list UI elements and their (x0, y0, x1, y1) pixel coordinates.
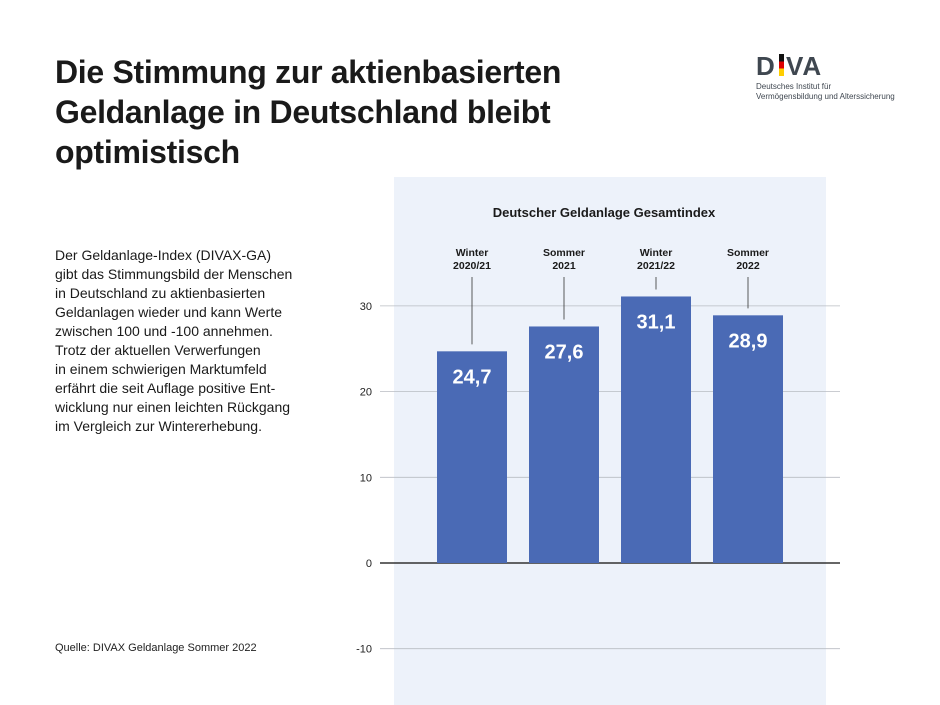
logo-wordmark: DIVA (756, 51, 823, 81)
category-label: 2022 (736, 260, 760, 272)
y-tick-label: 20 (360, 387, 372, 399)
bar-value-label: 31,1 (637, 311, 676, 333)
category-label: Sommer (727, 247, 769, 259)
category-label: 2021/22 (637, 260, 675, 272)
y-tick-label: 30 (360, 301, 372, 313)
diva-logo: DIVA Deutsches Institut für Vermögensbil… (756, 52, 906, 102)
bar (437, 351, 507, 563)
category-label: 2020/21 (453, 260, 491, 272)
source-note: Quelle: DIVAX Geldanlage Sommer 2022 (55, 642, 257, 654)
bar (621, 296, 691, 563)
bar (713, 315, 783, 563)
category-label: 2021 (552, 260, 576, 272)
y-tick-label: -10 (356, 644, 372, 656)
category-label: Winter (640, 247, 673, 259)
logo-subtitle-line2: Vermögensbildung und Alterssicherung (756, 92, 895, 101)
chart-title: Deutscher Geldanlage Gesamtindex (493, 205, 716, 220)
bar-value-label: 28,9 (729, 330, 768, 352)
category-label: Sommer (543, 247, 585, 259)
bar (529, 326, 599, 563)
y-tick-label: 10 (360, 472, 372, 484)
page-title: Die Stimmung zur aktienbasierten Geldanl… (55, 54, 562, 170)
description-text: Der Geldanlage-Index (DIVAX-GA) gibt das… (55, 247, 293, 434)
logo-subtitle-line1: Deutsches Institut für (756, 82, 832, 91)
bar-value-label: 27,6 (545, 341, 584, 363)
category-label: Winter (456, 247, 489, 259)
bar-value-label: 24,7 (453, 366, 492, 388)
y-tick-label: 0 (366, 558, 372, 570)
